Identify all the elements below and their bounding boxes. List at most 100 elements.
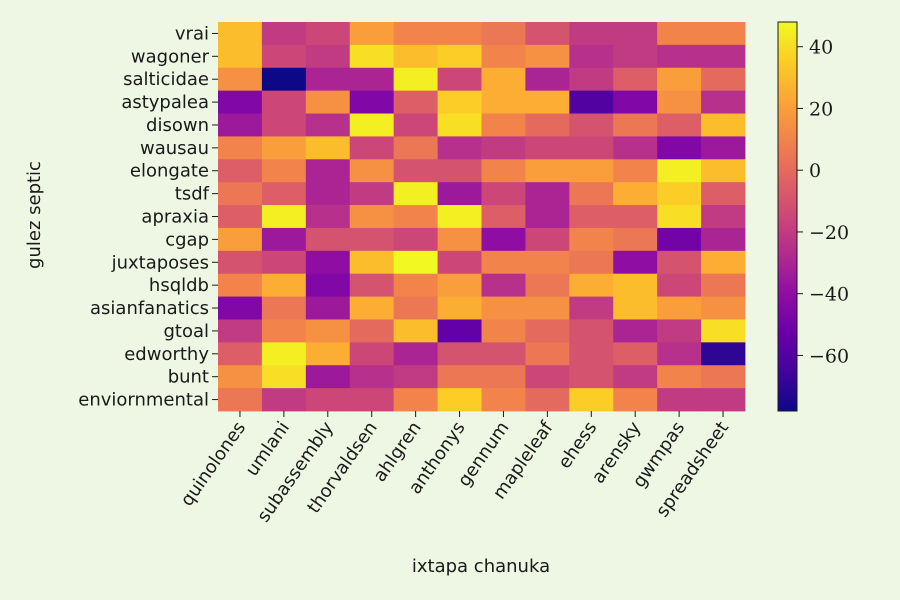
- heatmap-cell: [613, 319, 658, 343]
- heatmap-cell: [218, 319, 263, 343]
- heatmap-cell: [481, 22, 526, 46]
- heatmap-cell: [525, 136, 570, 160]
- heatmap-cell: [701, 296, 746, 320]
- heatmap-cell: [481, 67, 526, 92]
- heatmap-cell: [305, 159, 351, 183]
- heatmap-cell: [481, 296, 526, 320]
- heatmap-cell: [525, 365, 570, 389]
- heatmap-cell: [393, 296, 438, 320]
- heatmap-cell: [305, 182, 351, 206]
- y-tick-label: vrai: [175, 23, 209, 44]
- heatmap-cell: [569, 44, 614, 69]
- heatmap-cell: [569, 22, 614, 46]
- heatmap-cell: [437, 273, 482, 297]
- heatmap-cell: [525, 227, 570, 252]
- heatmap-cell: [261, 113, 307, 137]
- heatmap-cell: [657, 250, 702, 275]
- heatmap-cell: [305, 342, 351, 366]
- heatmap-cell: [261, 296, 307, 320]
- colorbar-gradient: [777, 21, 798, 412]
- heatmap-cell: [261, 136, 307, 160]
- heatmap-cell: [569, 182, 614, 206]
- heatmap-cell: [613, 22, 658, 46]
- heatmap-cell: [525, 296, 570, 320]
- heatmap-cell: [613, 227, 658, 252]
- heatmap-cell: [481, 182, 526, 206]
- heatmap-cell: [481, 205, 526, 229]
- y-tick-label: edworthy: [124, 344, 209, 365]
- heatmap-cell: [305, 136, 351, 160]
- heatmap-cell: [701, 227, 746, 252]
- heatmap-cell: [701, 273, 746, 297]
- heatmap-cell: [657, 227, 702, 252]
- heatmap-cell: [481, 136, 526, 160]
- heatmap-cell: [481, 250, 526, 275]
- heatmap-cell: [393, 44, 438, 69]
- heatmap-cell: [261, 388, 307, 412]
- heatmap-cell: [261, 273, 307, 297]
- heatmap-cell: [569, 227, 614, 252]
- heatmap-cell: [613, 365, 658, 389]
- heatmap-cell: [349, 44, 395, 69]
- heatmap-cell: [218, 227, 263, 252]
- heatmap-cell: [305, 44, 351, 69]
- heatmap-cell: [349, 250, 395, 275]
- heatmap-cell: [437, 90, 482, 114]
- heatmap-cell: [261, 90, 307, 114]
- heatmap-cell: [349, 319, 395, 343]
- y-axis: vraiwagonersalticidaeastypaleadisownwaus…: [78, 23, 218, 411]
- heatmap-cell: [613, 342, 658, 366]
- heatmap-cell: [218, 205, 263, 229]
- heatmap-cell: [657, 136, 702, 160]
- heatmap-cell: [525, 342, 570, 366]
- heatmap-cell: [305, 388, 351, 412]
- heatmap-cell: [349, 205, 395, 229]
- colorbar-tick-label: −20: [809, 222, 849, 244]
- y-tick-label: hsqldb: [149, 275, 209, 296]
- heatmap-cell: [218, 159, 263, 183]
- heatmap-cell: [657, 205, 702, 229]
- heatmap-cell: [701, 22, 746, 46]
- heatmap-cell: [481, 44, 526, 69]
- heatmap-cell: [569, 296, 614, 320]
- heatmap-cell: [613, 273, 658, 297]
- heatmap-cell: [349, 342, 395, 366]
- heatmap-cell: [525, 159, 570, 183]
- heatmap-cell: [657, 159, 702, 183]
- heatmap-cell: [218, 342, 263, 366]
- x-tick-label: quinolones: [177, 418, 250, 510]
- heatmap-cell: [701, 90, 746, 114]
- heatmap-cell: [393, 205, 438, 229]
- heatmap-cell: [701, 250, 746, 275]
- colorbar-tick-label: −40: [809, 284, 849, 306]
- heatmap-cell: [569, 205, 614, 229]
- heatmap-cell: [261, 205, 307, 229]
- heatmap-cell: [305, 90, 351, 114]
- heatmap-cell: [569, 113, 614, 137]
- heatmap-cell: [525, 113, 570, 137]
- heatmap-cell: [437, 365, 482, 389]
- heatmap-cell: [657, 365, 702, 389]
- heatmap-cell: [349, 273, 395, 297]
- heatmap-cell: [305, 67, 351, 92]
- heatmap-cell: [569, 67, 614, 92]
- heatmap-cell: [305, 365, 351, 389]
- heatmap-cell: [349, 67, 395, 92]
- heatmap-cell: [261, 67, 307, 92]
- heatmap-cell: [393, 388, 438, 412]
- heatmap-cell: [218, 90, 263, 114]
- heatmap-cell: [569, 136, 614, 160]
- heatmap-cell: [437, 113, 482, 137]
- heatmap-cell: [701, 205, 746, 229]
- heatmap-cells: [218, 22, 746, 412]
- heatmap-cell: [525, 388, 570, 412]
- heatmap-cell: [569, 250, 614, 275]
- heatmap-cell: [261, 227, 307, 252]
- heatmap-cell: [657, 22, 702, 46]
- heatmap-cell: [525, 205, 570, 229]
- heatmap-cell: [218, 136, 263, 160]
- heatmap-cell: [305, 113, 351, 137]
- heatmap-cell: [657, 388, 702, 412]
- heatmap-cell: [349, 182, 395, 206]
- heatmap-cell: [218, 273, 263, 297]
